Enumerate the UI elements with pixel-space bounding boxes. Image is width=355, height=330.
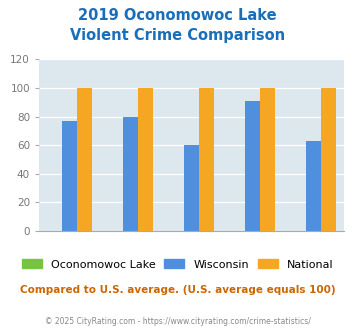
Bar [77,88,92,231]
Bar [123,116,138,231]
Text: 2019 Oconomowoc Lake: 2019 Oconomowoc Lake [78,8,277,23]
Bar [199,88,214,231]
Bar [245,101,260,231]
Bar [184,145,199,231]
Text: Violent Crime Comparison: Violent Crime Comparison [70,28,285,43]
Bar [306,141,321,231]
Legend: Oconomowoc Lake, Wisconsin, National: Oconomowoc Lake, Wisconsin, National [17,255,338,274]
Bar [138,88,153,231]
Bar [62,121,77,231]
Bar [321,88,336,231]
Text: Compared to U.S. average. (U.S. average equals 100): Compared to U.S. average. (U.S. average … [20,285,335,295]
Bar [260,88,275,231]
Text: © 2025 CityRating.com - https://www.cityrating.com/crime-statistics/: © 2025 CityRating.com - https://www.city… [45,317,310,326]
